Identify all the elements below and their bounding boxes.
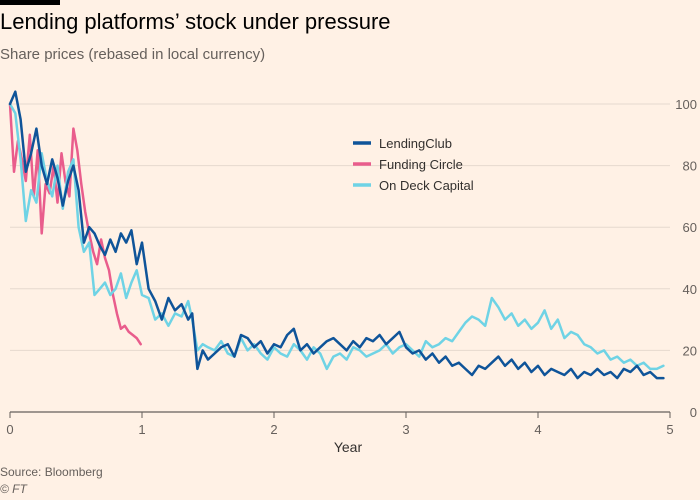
y-tick-label: 40 <box>683 282 697 297</box>
legend-label: Funding Circle <box>379 157 463 172</box>
x-tick-label: 4 <box>534 422 541 437</box>
series-line-on-deck-capital <box>8 102 665 371</box>
chart-subtitle: Share prices (rebased in local currency) <box>0 46 266 63</box>
ft-credit: © FT <box>0 482 27 496</box>
y-tick-label: 100 <box>675 97 697 112</box>
series-lines <box>8 90 665 380</box>
gridlines <box>10 103 670 413</box>
legend-label: On Deck Capital <box>379 178 474 193</box>
y-tick-label: 60 <box>683 220 697 235</box>
y-tick-label: 80 <box>683 159 697 174</box>
chart-title: Lending platforms’ stock under pressure <box>0 9 391 34</box>
x-tick-label: 3 <box>402 422 409 437</box>
series-line-funding-circle <box>8 102 142 346</box>
x-tick-label: 1 <box>138 422 145 437</box>
legend: LendingClub Funding Circle On Deck Capital <box>353 136 474 193</box>
x-axis-ticks: 0 1 2 3 4 5 <box>6 412 674 437</box>
top-rule <box>0 0 60 5</box>
x-tick-label: 0 <box>6 422 13 437</box>
x-tick-label: 5 <box>666 422 673 437</box>
legend-label: LendingClub <box>379 136 452 151</box>
x-axis-label: Year <box>334 439 363 455</box>
x-tick-label: 2 <box>270 422 277 437</box>
y-tick-label: 20 <box>683 343 697 358</box>
line-chart: 0 20 40 60 80 100 0 1 2 3 4 5 Year LendingClub Fund… <box>6 90 697 455</box>
y-tick-label: 0 <box>690 405 697 420</box>
y-axis-ticks: 0 20 40 60 80 100 <box>675 97 697 420</box>
source-note: Source: Bloomberg <box>0 465 103 479</box>
series-line-lendingclub <box>8 90 665 380</box>
